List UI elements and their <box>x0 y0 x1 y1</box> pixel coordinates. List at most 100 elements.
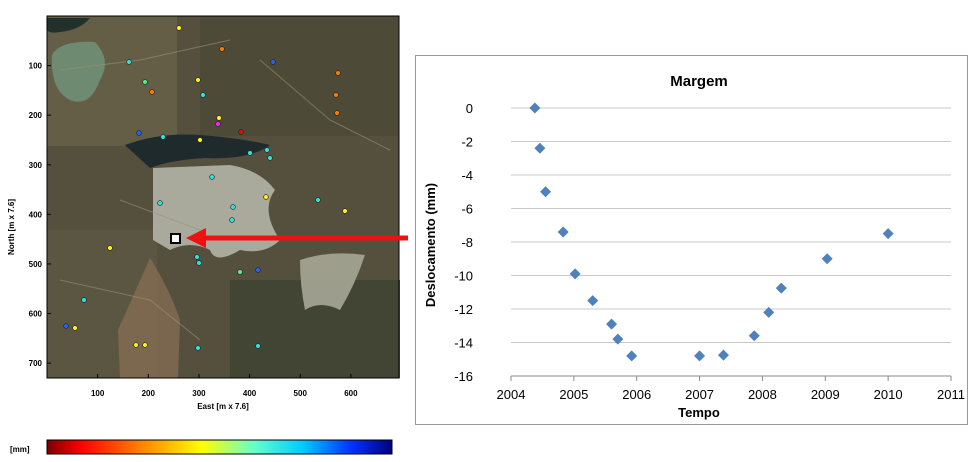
ps-point <box>200 92 206 98</box>
y-tick-label: -14 <box>454 336 473 351</box>
pointer-arrow <box>186 228 408 248</box>
map-y-axis: 100 200 300 400 500 600 700 <box>29 62 51 368</box>
data-point <box>569 268 581 280</box>
data-point <box>821 253 833 265</box>
map-y-tick-label: 600 <box>29 310 43 319</box>
map-x-axis-label: East [m x 7.6] <box>197 402 249 411</box>
ps-point <box>209 174 215 180</box>
y-tick-label: -12 <box>454 302 473 317</box>
data-point <box>626 350 638 362</box>
ps-point <box>107 245 113 251</box>
data-point <box>540 186 552 198</box>
chart-gridlines <box>510 107 952 381</box>
y-tick-label: -16 <box>454 369 473 384</box>
map-x-tick-label: 600 <box>344 389 358 398</box>
ps-point <box>215 121 221 127</box>
data-point <box>775 282 787 294</box>
ps-point <box>142 79 148 85</box>
data-point <box>587 295 599 307</box>
map-x-tick-label: 400 <box>243 389 257 398</box>
ps-point <box>270 59 276 65</box>
colorbar <box>46 439 393 455</box>
ps-point <box>197 137 203 143</box>
map-y-tick-label: 700 <box>29 359 43 368</box>
ps-point <box>230 204 236 210</box>
chart-title: Margem <box>670 73 728 90</box>
map-y-tick-label: 300 <box>29 161 43 170</box>
map-x-tick-label: 300 <box>192 389 206 398</box>
y-tick-label: -8 <box>461 235 473 250</box>
data-point <box>763 306 775 318</box>
map-x-tick-label: 200 <box>142 389 156 398</box>
ps-point <box>196 260 202 266</box>
satellite-image <box>47 16 400 378</box>
data-points <box>529 102 894 362</box>
ps-point <box>264 147 270 153</box>
x-tick-label: 2007 <box>685 387 714 402</box>
data-point <box>694 350 706 362</box>
x-tick-label: 2008 <box>748 387 777 402</box>
map-x-tick-label: 100 <box>91 389 105 398</box>
ps-point <box>176 25 182 31</box>
ps-point <box>333 92 339 98</box>
ps-point <box>133 342 139 348</box>
ps-point <box>238 129 244 135</box>
map-figure: 100 200 300 400 500 600 700 100 200 300 400 500 600… <box>7 15 408 455</box>
x-axis-label: Tempo <box>678 405 720 420</box>
map-y-tick-label: 400 <box>29 210 43 219</box>
ps-point <box>72 325 78 331</box>
x-tick-label: 2011 <box>937 387 965 402</box>
ps-point <box>216 115 222 121</box>
ps-point <box>136 130 142 136</box>
data-point <box>606 318 618 330</box>
map-y-tick-label: 100 <box>29 62 43 71</box>
ps-point <box>342 208 348 214</box>
colorbar-unit-label: [mm] <box>10 445 30 454</box>
map-x-tick-label: 500 <box>294 389 308 398</box>
data-point <box>748 330 760 342</box>
x-axis-tick-labels: 2004 2005 2006 2007 2008 2009 2010 2011 <box>497 387 965 402</box>
ps-point <box>247 150 253 156</box>
ps-point-markers <box>63 25 348 351</box>
ps-point <box>81 297 87 303</box>
ps-point <box>334 110 340 116</box>
ps-point <box>195 77 201 83</box>
ps-point <box>194 254 200 260</box>
ps-point <box>335 70 341 76</box>
map-frame <box>46 15 400 379</box>
map-y-tick-label: 500 <box>29 260 43 269</box>
ps-point <box>63 323 69 329</box>
ps-point <box>255 267 261 273</box>
data-point <box>557 226 569 238</box>
selected-point-marker <box>170 233 181 244</box>
y-tick-label: -2 <box>461 135 473 150</box>
x-tick-label: 2010 <box>874 387 903 402</box>
ps-point <box>219 46 225 52</box>
ps-point <box>157 200 163 206</box>
ps-point <box>267 155 273 161</box>
y-tick-label: -10 <box>454 269 473 284</box>
map-x-axis: 100 200 300 400 500 600 <box>91 374 358 398</box>
scatter-chart: Margem 0-2-4-6-8-10-12-14-16 2004 2005 200… <box>415 55 968 425</box>
y-axis-label: Deslocamento (mm) <box>423 183 438 307</box>
data-point <box>534 142 546 154</box>
ps-point <box>149 89 155 95</box>
x-tick-label: 2005 <box>559 387 588 402</box>
x-tick-label: 2009 <box>811 387 840 402</box>
x-tick-label: 2006 <box>622 387 651 402</box>
ps-point <box>315 197 321 203</box>
data-point <box>717 349 729 361</box>
ps-point <box>160 134 166 140</box>
chart-area <box>415 55 968 425</box>
y-tick-label: -4 <box>461 168 473 183</box>
ps-point <box>263 194 269 200</box>
y-tick-label: -6 <box>461 202 473 217</box>
ps-point <box>142 342 148 348</box>
x-tick-label: 2004 <box>497 387 526 402</box>
data-point <box>612 333 624 345</box>
data-point <box>882 228 894 240</box>
y-tick-label: 0 <box>466 101 473 116</box>
map-y-axis-label: North [m x 7.6] <box>7 199 16 255</box>
data-point <box>529 102 541 114</box>
y-axis-tick-labels: 0 -2 -4 -6 -8 -10 -12 -14 -16 <box>454 101 473 384</box>
